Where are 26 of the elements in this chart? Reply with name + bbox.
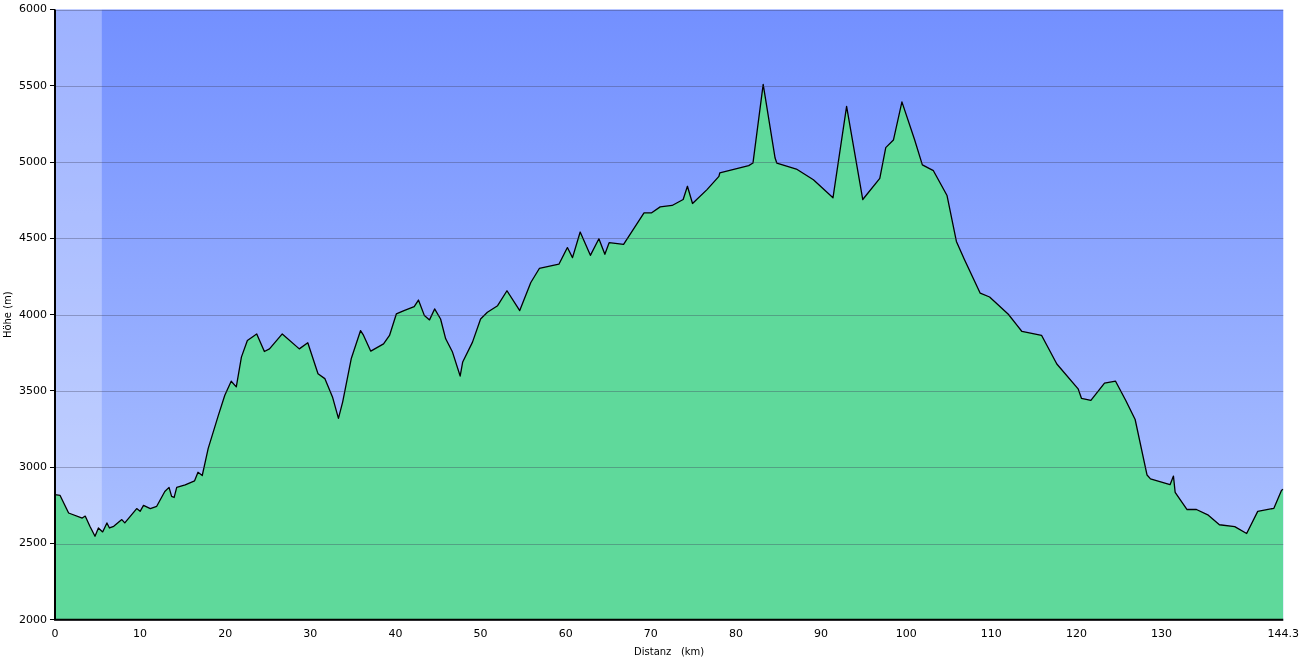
y-tick-label: 6000 <box>18 2 47 16</box>
x-axis-title: Distanz (km) <box>634 645 705 657</box>
x-tick-label: 0 <box>51 627 59 641</box>
x-tick-label: 30 <box>303 627 318 641</box>
y-tick-label: 4000 <box>18 307 47 321</box>
x-tick-label: 10 <box>133 627 148 641</box>
x-tick-label: 70 <box>643 627 658 641</box>
x-tick-label: 50 <box>473 627 488 641</box>
x-tick-label: 100 <box>895 627 917 641</box>
x-tick-label: 60 <box>558 627 573 641</box>
x-tick-label: 90 <box>814 627 829 641</box>
x-tick-label: 110 <box>980 627 1002 641</box>
x-tick-label: 144.3 <box>1267 627 1299 641</box>
y-tick-label: 2500 <box>18 536 47 550</box>
y-tick-label: 3000 <box>18 460 47 474</box>
x-tick-label: 20 <box>218 627 233 641</box>
y-axis-title: Höhe (m) <box>1 291 13 339</box>
y-tick-label: 5000 <box>18 155 47 169</box>
y-tick-label: 3500 <box>18 383 47 397</box>
y-tick-label: 2000 <box>18 612 47 626</box>
x-tick-label: 130 <box>1151 627 1173 641</box>
y-tick-label: 5500 <box>18 78 47 92</box>
x-tick-label: 120 <box>1065 627 1087 641</box>
y-tick-label: 4500 <box>18 231 47 245</box>
x-tick-label: 80 <box>728 627 743 641</box>
x-tick-label: 40 <box>388 627 403 641</box>
